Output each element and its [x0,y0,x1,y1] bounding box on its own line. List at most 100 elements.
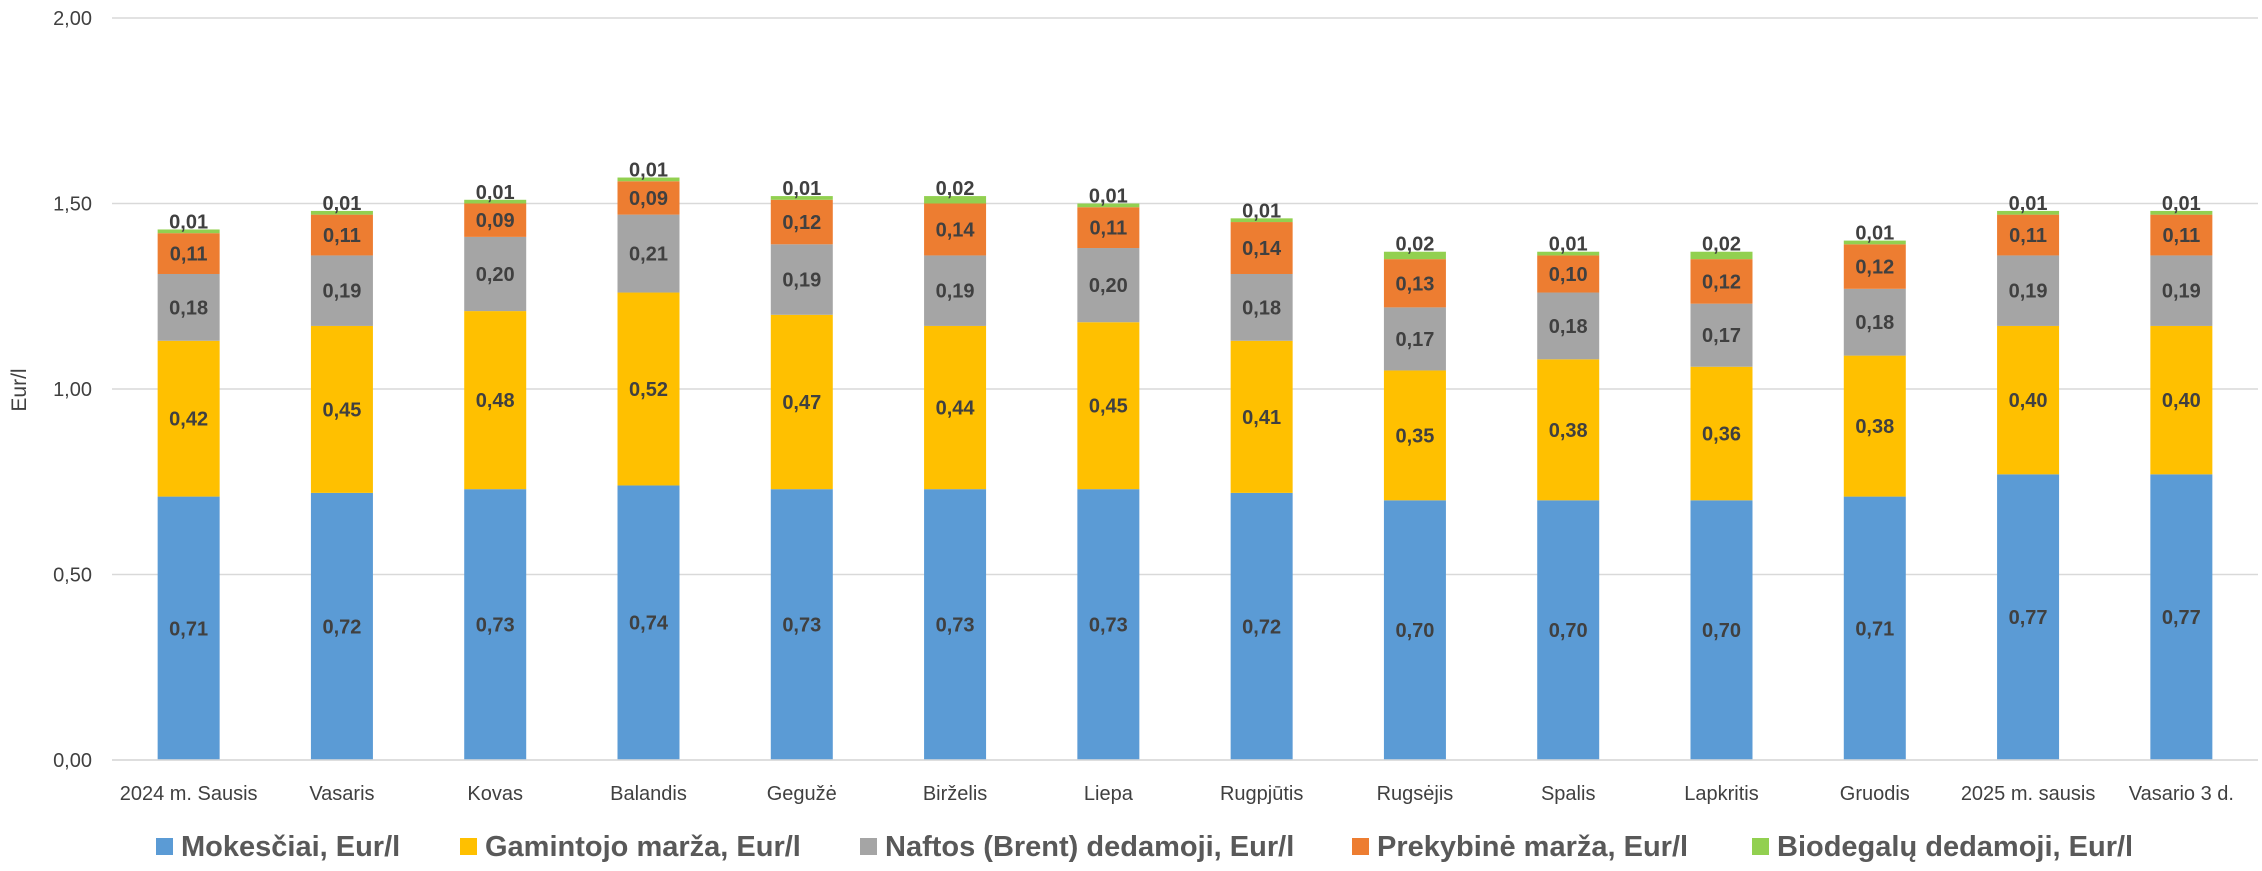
bar-segment [464,199,527,204]
bar-segment [770,314,833,490]
data-label: 0,72 [1242,616,1281,638]
data-label: 0,14 [936,219,976,241]
data-label: 0,12 [1702,271,1741,293]
legend-swatch [1752,838,1769,855]
data-label: 0,17 [1395,329,1434,351]
bar-segment [1690,259,1753,304]
bar-segment [617,181,680,215]
legend-swatch [460,838,477,855]
data-label: 0,11 [170,244,208,266]
bar-segment [617,292,680,486]
bar-segment [924,489,987,760]
gridlines [112,17,2258,761]
bar-segment [617,485,680,760]
bar-segment [2150,255,2213,326]
data-label: 0,02 [936,178,975,200]
data-label: 0,44 [936,398,976,420]
x-tick-label: 2025 m. sausis [1961,783,2096,805]
data-label: 0,12 [1855,257,1894,279]
bar-segment [1690,366,1753,501]
x-tick-label: Balandis [610,783,687,805]
bar-segment [770,489,833,760]
data-label: 0,19 [936,281,975,303]
bar-segment [1537,292,1600,360]
data-label: 0,20 [476,264,515,286]
data-label: 0,01 [629,160,668,182]
bar-segment [1843,244,1906,289]
bar-segment [1077,489,1140,760]
bar-segment [310,210,373,215]
bar-segment [1997,474,2060,760]
data-label: 0,77 [2162,607,2201,629]
x-tick-label: Spalis [1541,783,1595,805]
x-tick-label: Vasario 3 d. [2129,783,2234,805]
bar-segment [1383,307,1446,371]
data-label: 0,72 [322,616,361,638]
data-label: 0,09 [476,210,515,232]
bar-segment [1843,240,1906,245]
y-tick-label: 0,00 [53,750,92,772]
bar-segment [1230,222,1293,274]
bar-segment [1077,203,1140,208]
data-label: 0,38 [1549,420,1588,442]
x-tick-label: Lapkritis [1684,783,1758,805]
bar-segment [1537,500,1600,760]
bar-segment [1383,251,1446,260]
data-label: 0,11 [2009,225,2047,247]
bar-segment [1230,218,1293,223]
bar-segment [2150,210,2213,215]
bar-segment [770,199,833,245]
bar-segment [157,233,220,274]
bar-segment [1997,325,2060,475]
legend-label: Biodegalų dedamoji, Eur/l [1777,831,2133,863]
bar-segment [157,496,220,760]
data-label: 0,12 [782,212,821,234]
data-label: 0,01 [1242,200,1281,222]
bar-segment [2150,325,2213,475]
data-label: 0,47 [782,392,821,414]
bar-segment [924,203,987,256]
x-tick-label: Vasaris [309,783,374,805]
bar-segment [1383,370,1446,501]
data-label: 0,18 [1549,316,1588,338]
bar-segment [464,203,527,237]
bar-segment [1077,322,1140,490]
bar-segment [1843,355,1906,497]
data-label: 0,01 [322,193,361,215]
bar-segment [2150,474,2213,760]
data-label: 0,02 [1702,234,1741,256]
bar-segment [1843,288,1906,356]
data-label: 0,20 [1089,275,1128,297]
x-tick-label: 2024 m. Sausis [120,783,258,805]
data-label: 0,73 [1089,615,1128,637]
bar-segment [1997,210,2060,215]
data-label: 0,19 [2162,281,2201,303]
bar-segment [1077,248,1140,323]
bar-segment [617,177,680,182]
data-label: 0,09 [629,188,668,210]
legend-swatch [156,838,173,855]
data-label: 0,11 [2162,225,2200,247]
bar-segment [464,236,527,312]
data-label: 0,01 [169,211,208,233]
data-label: 0,01 [2009,193,2048,215]
x-tick-label: Rugsėjis [1377,783,1454,805]
y-tick-label: 2,00 [53,8,92,30]
data-label: 0,18 [1242,297,1281,319]
data-label: 0,11 [1089,218,1127,240]
bar-segment [464,489,527,760]
bar-segment [1077,207,1140,249]
bar-segment [1230,340,1293,493]
data-label: 0,77 [2009,607,2048,629]
bar-segment [310,325,373,493]
legend-label: Naftos (Brent) dedamoji, Eur/l [885,831,1294,863]
data-label: 0,70 [1549,620,1588,642]
bar-segment [770,196,833,200]
bar-segment [1997,214,2060,256]
data-label: 0,13 [1395,273,1434,295]
axes: Eur/l 0,00 0,50 1,00 1,50 2,00 2024 m. Sausis… [8,8,2258,805]
bar-segment [1537,251,1600,256]
legend: Mokesčiai, Eur/l Gamintojo marža, Eur/l Na… [156,831,2133,863]
bar-segment [1690,500,1753,760]
